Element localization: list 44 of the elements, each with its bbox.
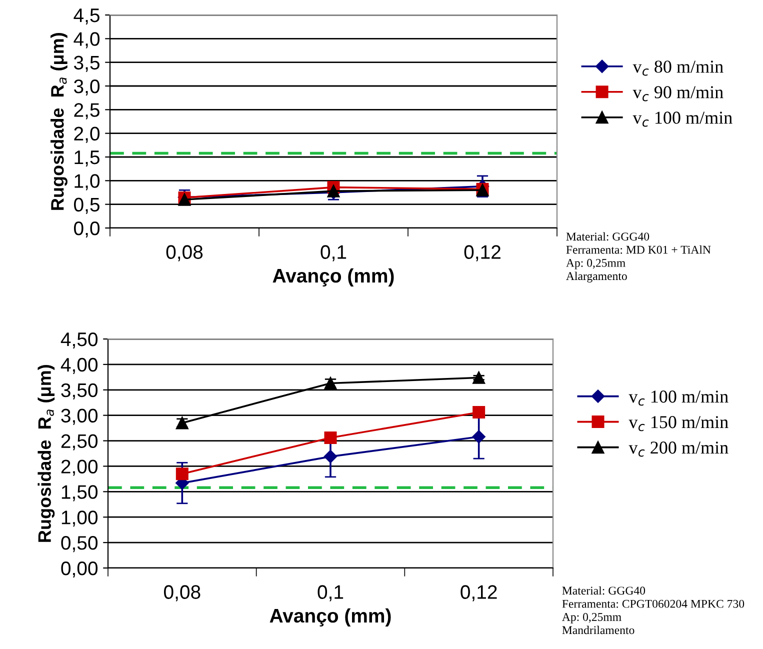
y-tick-label: 3,5 — [74, 56, 100, 72]
y-tick-label: 4,50 — [60, 332, 98, 349]
y-tick-label: 3,0 — [74, 79, 100, 96]
y-tick-label: 0,0 — [74, 221, 100, 238]
y-tick-label: 1,50 — [62, 485, 98, 502]
point — [324, 450, 338, 464]
legend-label: v$_{c}$ 90 m/min — [632, 86, 724, 102]
point — [472, 406, 486, 419]
y-tick-label: 3,50 — [61, 383, 98, 400]
legend-label: v$_{c}$ 150 m/min — [628, 416, 728, 432]
text: Material: GGG40 Ferramenta: CPGT060204 MPKC 730 Ap: 0,25mm Mandrilamento — [562, 586, 744, 634]
x-tick-label: 0,1 — [318, 585, 344, 602]
y-axis-title: Rugosidade R$_{a}$ (μm) — [38, 365, 55, 542]
y-tick-label: 1,0 — [74, 174, 100, 190]
x-tick-label: 0,12 — [460, 585, 497, 602]
legend-label: v$_{c}$ 80 m/min — [632, 60, 724, 76]
x-tick-label: 0,08 — [164, 585, 200, 602]
y-tick-label: 0,5 — [74, 198, 100, 214]
y-tick-label: 4,00 — [60, 358, 98, 374]
x-tick-label: 0,08 — [166, 245, 203, 262]
y-tick-label: 2,00 — [61, 460, 98, 476]
y-tick-label: 4,0 — [74, 32, 100, 48]
y-tick-label: 2,5 — [74, 103, 100, 120]
y-tick-label: 3,00 — [61, 408, 98, 425]
y-tick-label: 1,00 — [62, 510, 98, 527]
text: Material: GGG40 Ferramenta: MD K01 + TiAlN Ap: 0,25mm Alargamento — [566, 232, 711, 282]
point — [472, 371, 486, 384]
legend-label: v$_{c}$ 100 m/min — [628, 390, 728, 406]
y-tick-label: 2,50 — [61, 434, 98, 450]
legend-label: v$_{c}$ 200 m/min — [628, 442, 728, 457]
y-tick-label: 4,5 — [74, 8, 100, 25]
x-axis-title: Avanço (mm) — [270, 608, 391, 626]
y-tick-label: 1,5 — [74, 150, 100, 167]
point — [324, 431, 337, 444]
x-tick-label: 0,12 — [464, 245, 500, 262]
point — [472, 430, 486, 444]
x-tick-label: 0,1 — [320, 245, 346, 262]
y-tick-label: 0,50 — [61, 536, 98, 552]
x-axis-title: Avanço (mm) — [272, 268, 394, 286]
point — [176, 468, 188, 480]
legend-label: v$_{c}$ 100 m/min — [632, 112, 732, 127]
y-tick-label: 2,0 — [74, 126, 100, 143]
y-axis-title: Rugosidade R$_{a}$ (μm) — [50, 33, 68, 210]
y-tick-label: 0,00 — [61, 561, 98, 578]
